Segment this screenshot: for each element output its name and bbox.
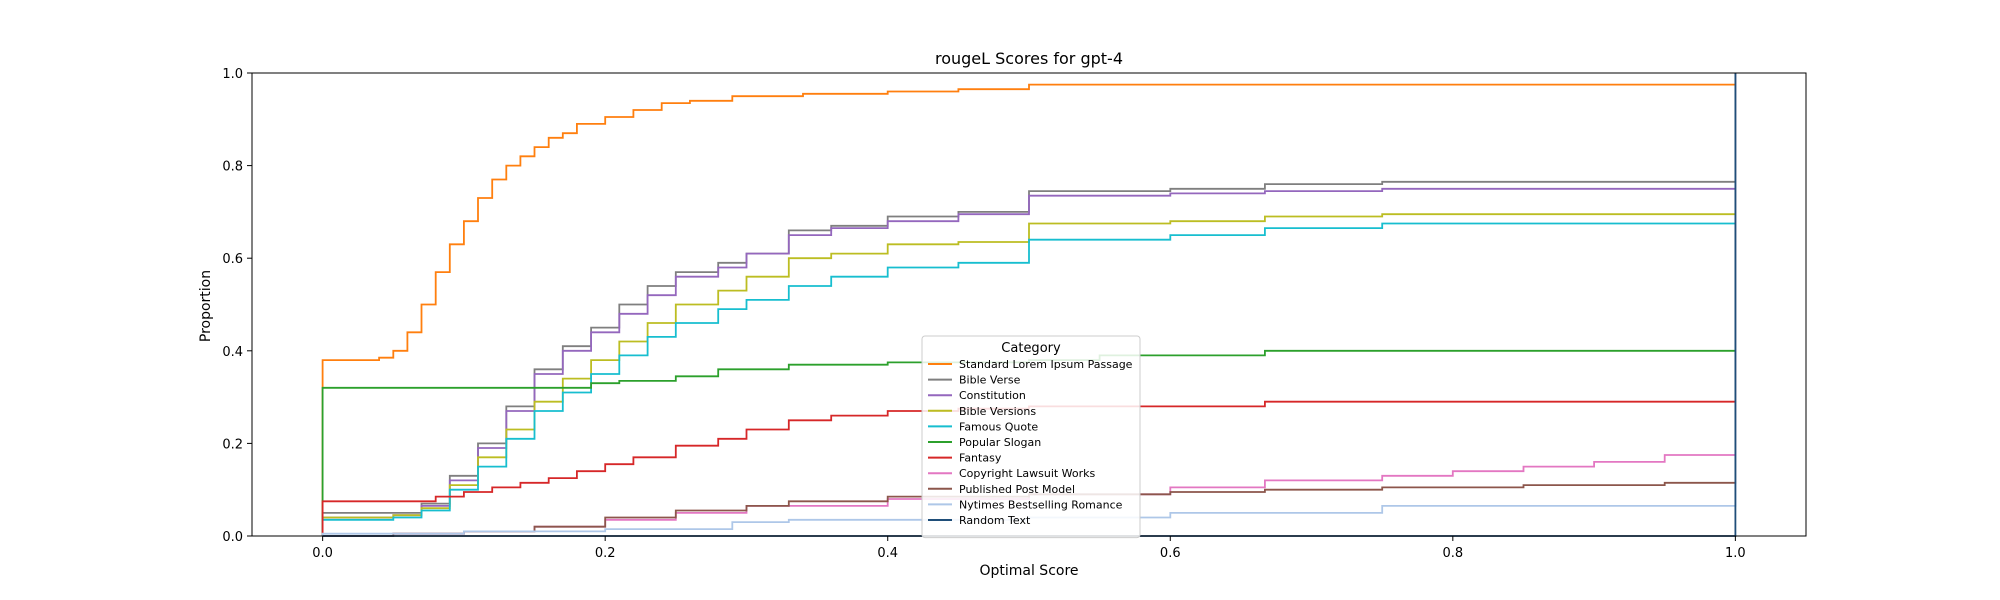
y-tick-label-5: 1.0 — [222, 67, 243, 82]
series-line-3 — [321, 73, 1737, 536]
y-tick-label-3: 0.6 — [222, 252, 243, 267]
y-tick-label-1: 0.2 — [222, 437, 243, 452]
x-tick-label-2: 0.4 — [877, 546, 898, 561]
series-line-4 — [321, 73, 1737, 536]
legend-entry-3: Bible Versions — [959, 405, 1036, 418]
legend-entry-0: Standard Lorem Ipsum Passage — [959, 358, 1133, 371]
legend: Category Standard Lorem Ipsum Passage Bibl… — [921, 335, 1141, 539]
legend-entry-2: Constitution — [959, 389, 1026, 402]
x-axis-label: Optimal Score — [979, 563, 1078, 579]
chart-title: rougeL Scores for gpt-4 — [935, 49, 1123, 68]
y-tick-label-0: 0.0 — [222, 530, 243, 545]
legend-title: Category — [1001, 341, 1061, 356]
series-line-9 — [321, 73, 1737, 536]
y-tick-label-2: 0.4 — [222, 345, 243, 360]
legend-entry-9: Nytimes Bestselling Romance — [959, 498, 1123, 511]
legend-entry-4: Famous Quote — [959, 420, 1038, 433]
y-axis-label: Proportion — [198, 270, 214, 342]
axes: 0.0 0.2 0.4 0.6 0.8 1.0 0.0 0.2 0.4 0.6 0.8 1.0 — [222, 67, 1807, 561]
series-line-2 — [321, 73, 1737, 536]
legend-entry-10: Random Text — [959, 514, 1031, 527]
legend-entry-1: Bible Verse — [959, 374, 1021, 387]
x-tick-label-4: 0.8 — [1442, 546, 1463, 561]
x-tick-label-3: 0.6 — [1160, 546, 1181, 561]
legend-box — [921, 335, 1141, 539]
legend-entry-6: Fantasy — [959, 452, 1002, 465]
x-tick-label-1: 0.2 — [595, 546, 616, 561]
series-line-0 — [321, 73, 1737, 536]
legend-entry-7: Copyright Lawsuit Works — [959, 467, 1096, 480]
y-tick-label-4: 0.8 — [222, 160, 243, 175]
legend-entry-8: Published Post Model — [959, 483, 1075, 496]
legend-entry-5: Popular Slogan — [959, 436, 1041, 449]
x-tick-label-5: 1.0 — [1725, 546, 1746, 561]
x-tick-label-0: 0.0 — [312, 546, 333, 561]
